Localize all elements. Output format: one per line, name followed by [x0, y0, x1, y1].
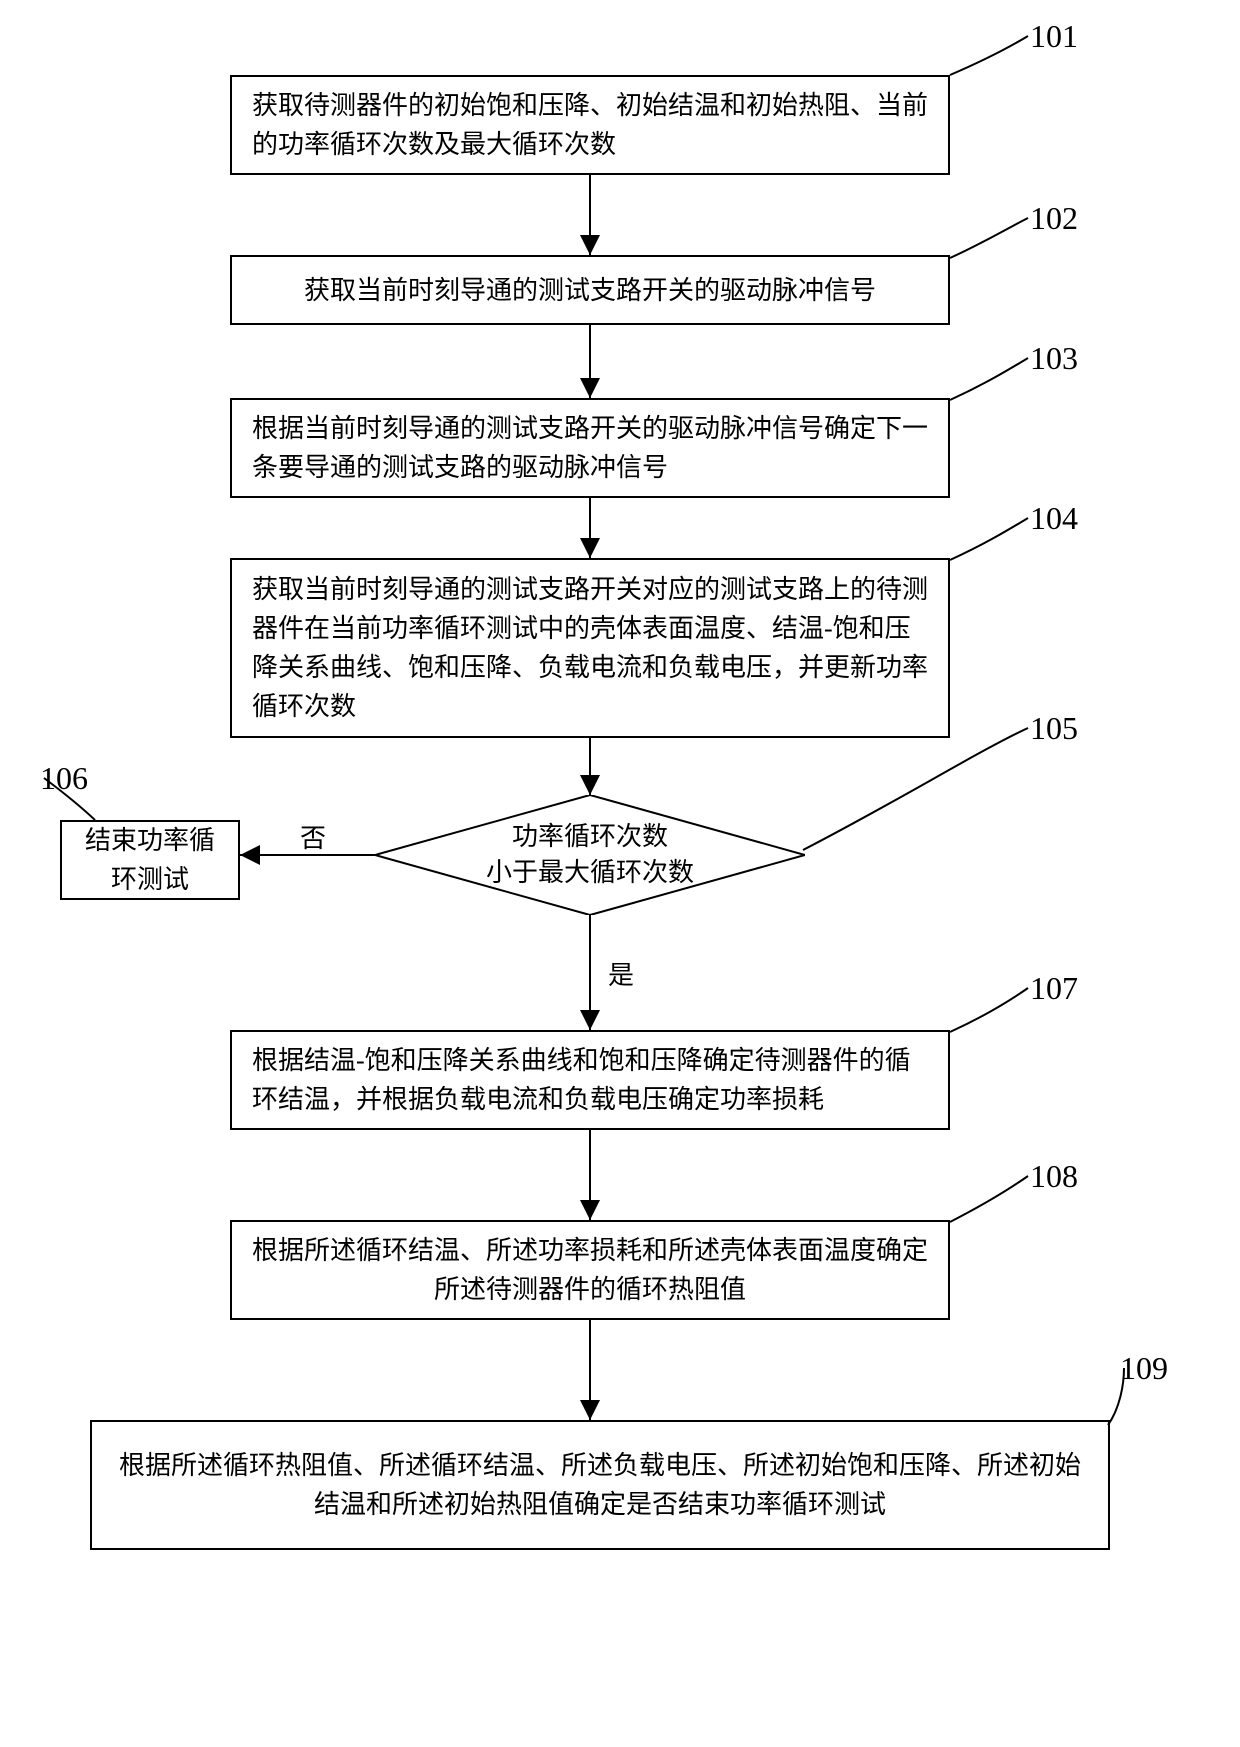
step-107-box: 根据结温-饱和压降关系曲线和饱和压降确定待测器件的循环结温，并根据负载电流和负载… [230, 1030, 950, 1130]
step-107-label: 107 [1030, 970, 1078, 1007]
edge-label-yes: 是 [608, 955, 634, 992]
edge-label-no: 否 [300, 818, 326, 855]
decision-105-line1: 功率循环次数 [375, 819, 805, 855]
step-104-box: 获取当前时刻导通的测试支路开关对应的测试支路上的待测器件在当前功率循环测试中的壳… [230, 558, 950, 738]
step-104-text: 获取当前时刻导通的测试支路开关对应的测试支路上的待测器件在当前功率循环测试中的壳… [252, 570, 928, 726]
decision-105-label: 105 [1030, 710, 1078, 747]
flowchart-canvas: 获取待测器件的初始饱和压降、初始结温和初始热阻、当前的功率循环次数及最大循环次数… [0, 0, 1240, 1747]
step-103-text: 根据当前时刻导通的测试支路开关的驱动脉冲信号确定下一条要导通的测试支路的驱动脉冲… [252, 409, 928, 487]
step-107-text: 根据结温-饱和压降关系曲线和饱和压降确定待测器件的循环结温，并根据负载电流和负载… [252, 1041, 928, 1119]
step-102-box: 获取当前时刻导通的测试支路开关的驱动脉冲信号 [230, 255, 950, 325]
step-108-box: 根据所述循环结温、所述功率损耗和所述壳体表面温度确定所述待测器件的循环热阻值 [230, 1220, 950, 1320]
step-108-text: 根据所述循环结温、所述功率损耗和所述壳体表面温度确定所述待测器件的循环热阻值 [252, 1231, 928, 1309]
decision-105-diamond: 功率循环次数 小于最大循环次数 [375, 795, 805, 915]
step-102-label: 102 [1030, 200, 1078, 237]
decision-105-line2: 小于最大循环次数 [375, 855, 805, 891]
step-101-text: 获取待测器件的初始饱和压降、初始结温和初始热阻、当前的功率循环次数及最大循环次数 [252, 86, 928, 164]
step-108-label: 108 [1030, 1158, 1078, 1195]
step-109-text: 根据所述循环热阻值、所述循环结温、所述负载电压、所述初始饱和压降、所述初始结温和… [112, 1446, 1088, 1524]
step-102-text: 获取当前时刻导通的测试支路开关的驱动脉冲信号 [304, 271, 876, 310]
step-101-label: 101 [1030, 18, 1078, 55]
step-104-label: 104 [1030, 500, 1078, 537]
step-106-box: 结束功率循环测试 [60, 820, 240, 900]
step-103-box: 根据当前时刻导通的测试支路开关的驱动脉冲信号确定下一条要导通的测试支路的驱动脉冲… [230, 398, 950, 498]
step-101-box: 获取待测器件的初始饱和压降、初始结温和初始热阻、当前的功率循环次数及最大循环次数 [230, 75, 950, 175]
step-109-box: 根据所述循环热阻值、所述循环结温、所述负载电压、所述初始饱和压降、所述初始结温和… [90, 1420, 1110, 1550]
step-106-text: 结束功率循环测试 [82, 821, 218, 899]
step-103-label: 103 [1030, 340, 1078, 377]
step-109-label: 109 [1120, 1350, 1168, 1387]
step-106-label: 106 [40, 760, 88, 797]
